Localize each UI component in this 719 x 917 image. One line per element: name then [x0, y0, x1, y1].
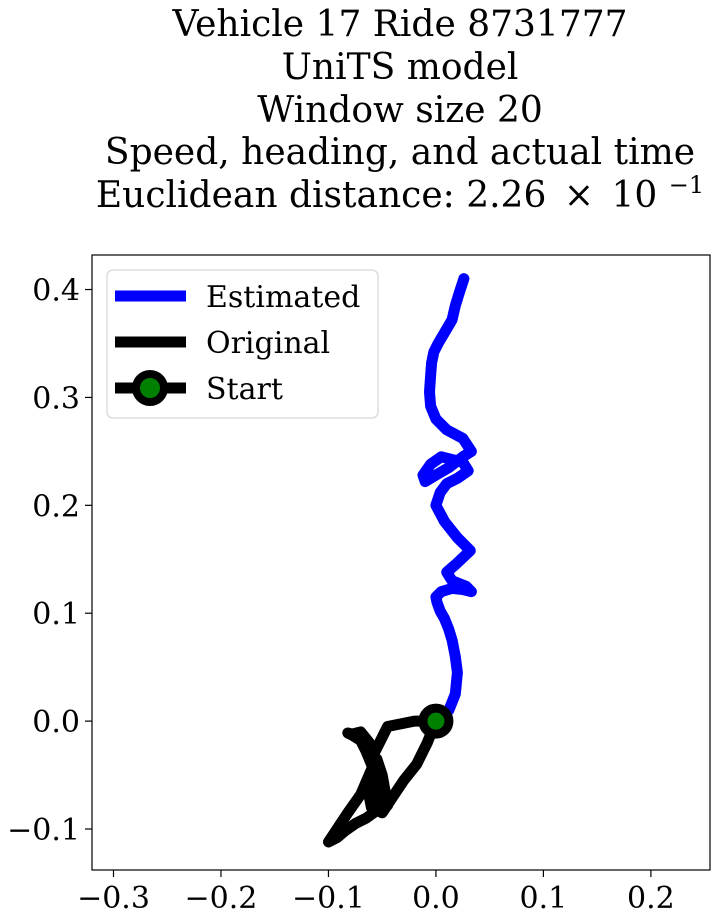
series-line-estimated [417, 273, 477, 727]
y-axis-ticks: −0.1 0.0 0.1 0.2 0.3 0.4 [7, 274, 92, 848]
x-tick-label: 0.1 [520, 881, 568, 916]
start-marker [418, 703, 454, 739]
x-tick-label: 0.0 [412, 881, 460, 916]
title-line-3: Window size 20 [257, 90, 543, 131]
legend-frame [106, 269, 379, 419]
x-tick-label: 0.2 [627, 881, 675, 916]
x-tick-label: −0.2 [185, 881, 258, 916]
legend-marker-start [132, 370, 168, 406]
x-axis-ticks: −0.3 −0.2 −0.1 0.0 0.1 0.2 [77, 870, 675, 916]
y-tick-label: 0.1 [32, 597, 80, 632]
title-line-1: Vehicle 17 Ride 8731777 [171, 4, 627, 45]
legend-label-estimated: Estimated [206, 280, 360, 315]
plot-area: −0.3 −0.2 −0.1 0.0 0.1 0.2 −0.1 0.0 0.1 0.2 0.3 0.… [7, 254, 711, 916]
distance-base: 10 [611, 175, 657, 216]
legend-label-start: Start [206, 372, 283, 407]
distance-exponent: −1 [669, 171, 704, 199]
distance-times: × [564, 175, 594, 216]
y-tick-label: 0.4 [32, 274, 80, 309]
series-line-original [323, 715, 442, 848]
title-line-4: Speed, heading, and actual time [105, 132, 695, 173]
x-tick-label: −0.1 [292, 881, 365, 916]
title-line-5: Euclidean distance: 2.26 × 10 −1 [96, 171, 704, 216]
legend-label-original: Original [206, 326, 330, 361]
y-tick-label: 0.2 [32, 489, 80, 524]
y-tick-label: −0.1 [7, 813, 80, 848]
series-lines [323, 273, 477, 848]
legend: Estimated Original Start [106, 269, 379, 419]
distance-label: Euclidean distance: 2.26 [96, 175, 546, 216]
axes-frame [91, 254, 711, 871]
y-tick-label: 0.0 [32, 705, 80, 740]
title-line-2: UniTS model [282, 47, 519, 88]
x-tick-label: −0.3 [77, 881, 150, 916]
start-marker-group [418, 703, 454, 739]
y-tick-label: 0.3 [32, 381, 80, 416]
